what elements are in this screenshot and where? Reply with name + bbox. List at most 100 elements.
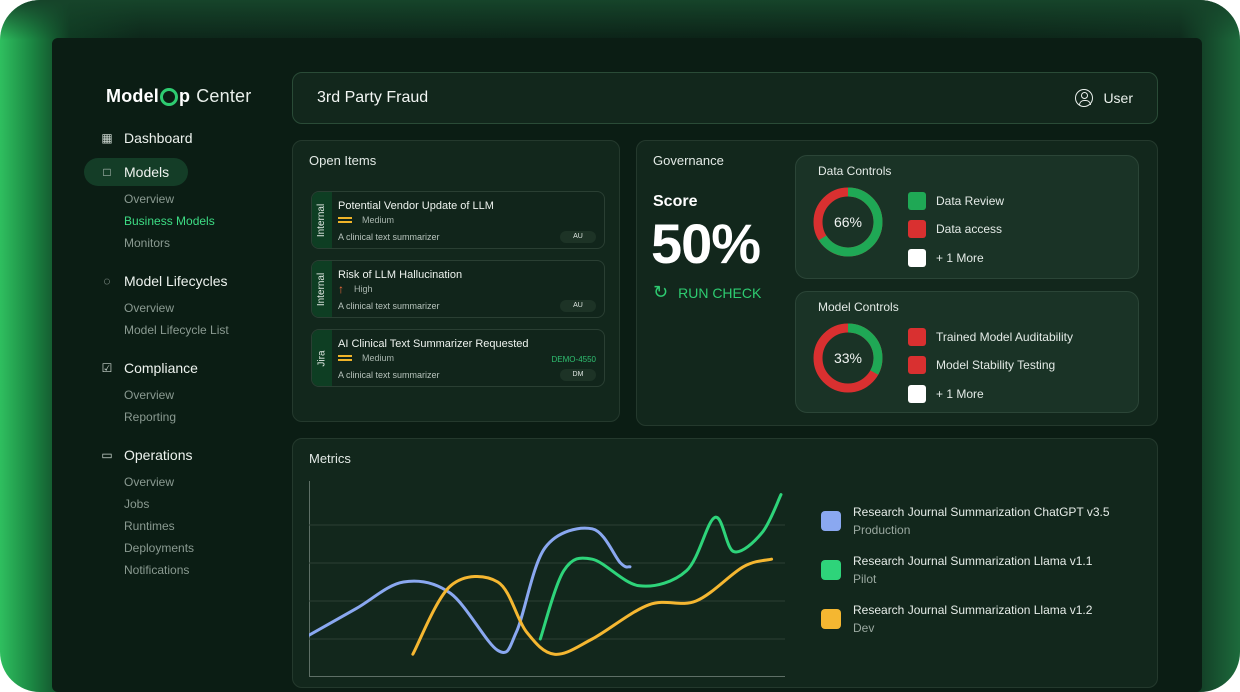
sidebar-item-label: Dashboard <box>124 130 193 146</box>
modelop-logo: Model p Center <box>106 86 251 107</box>
logo-text-p: p <box>179 86 191 106</box>
sidebar-item-operations[interactable]: ▭ Operations <box>84 441 192 469</box>
open-item-card[interactable]: Internal Potential Vendor Update of LLM Me… <box>311 191 605 249</box>
status-swatch <box>908 249 926 267</box>
control-item-label: + 1 More <box>936 251 984 265</box>
sidebar-subitem-model-lifecycle-list[interactable]: Model Lifecycle List <box>124 323 229 337</box>
sidebar-subitem-runtimes[interactable]: Runtimes <box>124 519 175 533</box>
item-source-label: Internal <box>316 203 328 237</box>
sidebar-item-model-lifecycles[interactable]: ◌ Model Lifecycles <box>84 267 228 295</box>
item-description: A clinical text summarizer <box>338 232 440 242</box>
sidebar-subitem-overview[interactable]: Overview <box>124 192 175 206</box>
control-item-label: Trained Model Auditability <box>936 330 1073 344</box>
metrics-line-chart <box>309 481 785 677</box>
series-name: Research Journal Summarization Llama v1.… <box>853 554 1093 568</box>
sidebar-subitem-business-models[interactable]: Business Models <box>124 214 215 228</box>
metrics-legend-item[interactable]: Research Journal Summarization Llama v1.… <box>821 603 1141 643</box>
series-name: Research Journal Summarization Llama v1.… <box>853 603 1093 617</box>
item-title: AI Clinical Text Summarizer Requested <box>338 338 529 350</box>
logo-o-icon <box>160 87 178 106</box>
lifecycle-icon: ◌ <box>103 274 111 288</box>
series-color-swatch <box>821 609 841 629</box>
grid-icon: ▦ <box>101 131 113 145</box>
sidebar-item-label: Model Lifecycles <box>124 273 228 289</box>
data-controls-card[interactable]: Data Controls 66% Data Review Data access… <box>795 155 1139 279</box>
item-title: Risk of LLM Hallucination <box>338 269 463 281</box>
open-items-panel: Open Items Internal Potential Vendor Upda… <box>292 140 620 422</box>
status-swatch <box>908 220 926 238</box>
open-item-card[interactable]: Jira AI Clinical Text Summarizer Requeste… <box>311 329 605 387</box>
assignee-badge: AU <box>560 300 596 312</box>
user-icon <box>1075 89 1094 107</box>
item-source-label: Internal <box>316 272 328 306</box>
item-description: A clinical text summarizer <box>338 370 440 380</box>
data-controls-title: Data Controls <box>818 164 892 178</box>
control-item-label: Model Stability Testing <box>936 358 1056 372</box>
control-item[interactable]: Trained Model Auditability <box>908 328 1073 346</box>
series-color-swatch <box>821 560 841 580</box>
sidebar-subitem-overview[interactable]: Overview <box>124 388 175 402</box>
series-stage: Pilot <box>853 572 877 586</box>
score-label: Score <box>653 193 698 210</box>
page-header: 3rd Party Fraud User <box>292 72 1158 124</box>
arrow-up-icon: ↑ <box>338 281 344 296</box>
status-swatch <box>908 192 926 210</box>
governance-title: Governance <box>653 153 724 168</box>
briefcase-icon: ▭ <box>101 448 113 462</box>
logo-text-model: Model <box>106 86 159 106</box>
control-item[interactable]: + 1 More <box>908 385 984 403</box>
sidebar-subitem-deployments[interactable]: Deployments <box>124 541 195 555</box>
metrics-legend-item[interactable]: Research Journal Summarization ChatGPT v… <box>821 505 1141 545</box>
user-label: User <box>1103 90 1133 106</box>
sidebar-subitem-jobs[interactable]: Jobs <box>124 497 150 511</box>
control-item[interactable]: Data Review <box>908 192 1004 210</box>
item-source-tag: Jira <box>312 330 332 386</box>
item-priority-label: Medium <box>362 215 395 225</box>
control-item[interactable]: Data access <box>908 220 1002 238</box>
metrics-legend-item[interactable]: Research Journal Summarization Llama v1.… <box>821 554 1141 594</box>
sidebar-item-compliance[interactable]: ☑ Compliance <box>84 354 198 382</box>
metrics-panel: Metrics Research Journal Summarization C… <box>292 438 1158 688</box>
item-ticket-ref[interactable]: DEMO-4550 <box>551 355 596 364</box>
logo-text-center: Center <box>196 86 252 106</box>
governance-panel: Governance Score 50% ↻ RUN CHECK Data Co… <box>636 140 1158 426</box>
run-check-button[interactable]: ↻ RUN CHECK <box>653 282 761 303</box>
sidebar-item-models[interactable]: □ Models <box>84 158 188 186</box>
series-name: Research Journal Summarization ChatGPT v… <box>853 505 1110 519</box>
control-item[interactable]: Model Stability Testing <box>908 356 1055 374</box>
sidebar-subitem-overview[interactable]: Overview <box>124 301 175 315</box>
item-title: Potential Vendor Update of LLM <box>338 200 494 212</box>
model-controls-percent: 33% <box>833 350 863 366</box>
control-item-label: + 1 More <box>936 387 984 401</box>
item-source-tag: Internal <box>312 192 332 248</box>
refresh-icon: ↻ <box>653 282 669 302</box>
data-controls-percent: 66% <box>833 214 863 230</box>
metrics-title: Metrics <box>309 451 351 466</box>
open-item-card[interactable]: Internal Risk of LLM Hallucination ↑ High A … <box>311 260 605 318</box>
item-source-tag: Internal <box>312 261 332 317</box>
sidebar-subitem-monitors[interactable]: Monitors <box>124 236 171 250</box>
model-controls-donut: 33% <box>812 322 884 394</box>
item-priority-label: High <box>354 284 373 294</box>
folder-icon: □ <box>103 165 111 179</box>
sidebar-subitem-overview[interactable]: Overview <box>124 475 175 489</box>
sidebar-subitem-notifications[interactable]: Notifications <box>124 563 190 577</box>
series-line-2 <box>411 557 774 656</box>
control-item[interactable]: + 1 More <box>908 249 984 267</box>
sidebar-item-label: Compliance <box>124 360 198 376</box>
control-item-label: Data access <box>936 222 1003 236</box>
assignee-badge: DM <box>560 369 596 381</box>
user-menu[interactable]: User <box>1075 89 1133 107</box>
model-controls-card[interactable]: Model Controls 33% Trained Model Auditab… <box>795 291 1139 413</box>
sidebar-subitem-reporting[interactable]: Reporting <box>124 410 177 424</box>
sidebar-item-dashboard[interactable]: ▦ Dashboard <box>84 124 193 152</box>
status-swatch <box>908 385 926 403</box>
series-line-0 <box>309 526 632 654</box>
run-check-label: RUN CHECK <box>678 284 762 301</box>
medium-priority-icon <box>338 355 352 361</box>
status-swatch <box>908 356 926 374</box>
series-stage: Production <box>853 523 911 537</box>
sidebar-item-label: Operations <box>124 447 193 463</box>
item-source-label: Jira <box>316 349 328 367</box>
medium-priority-icon <box>338 217 352 223</box>
